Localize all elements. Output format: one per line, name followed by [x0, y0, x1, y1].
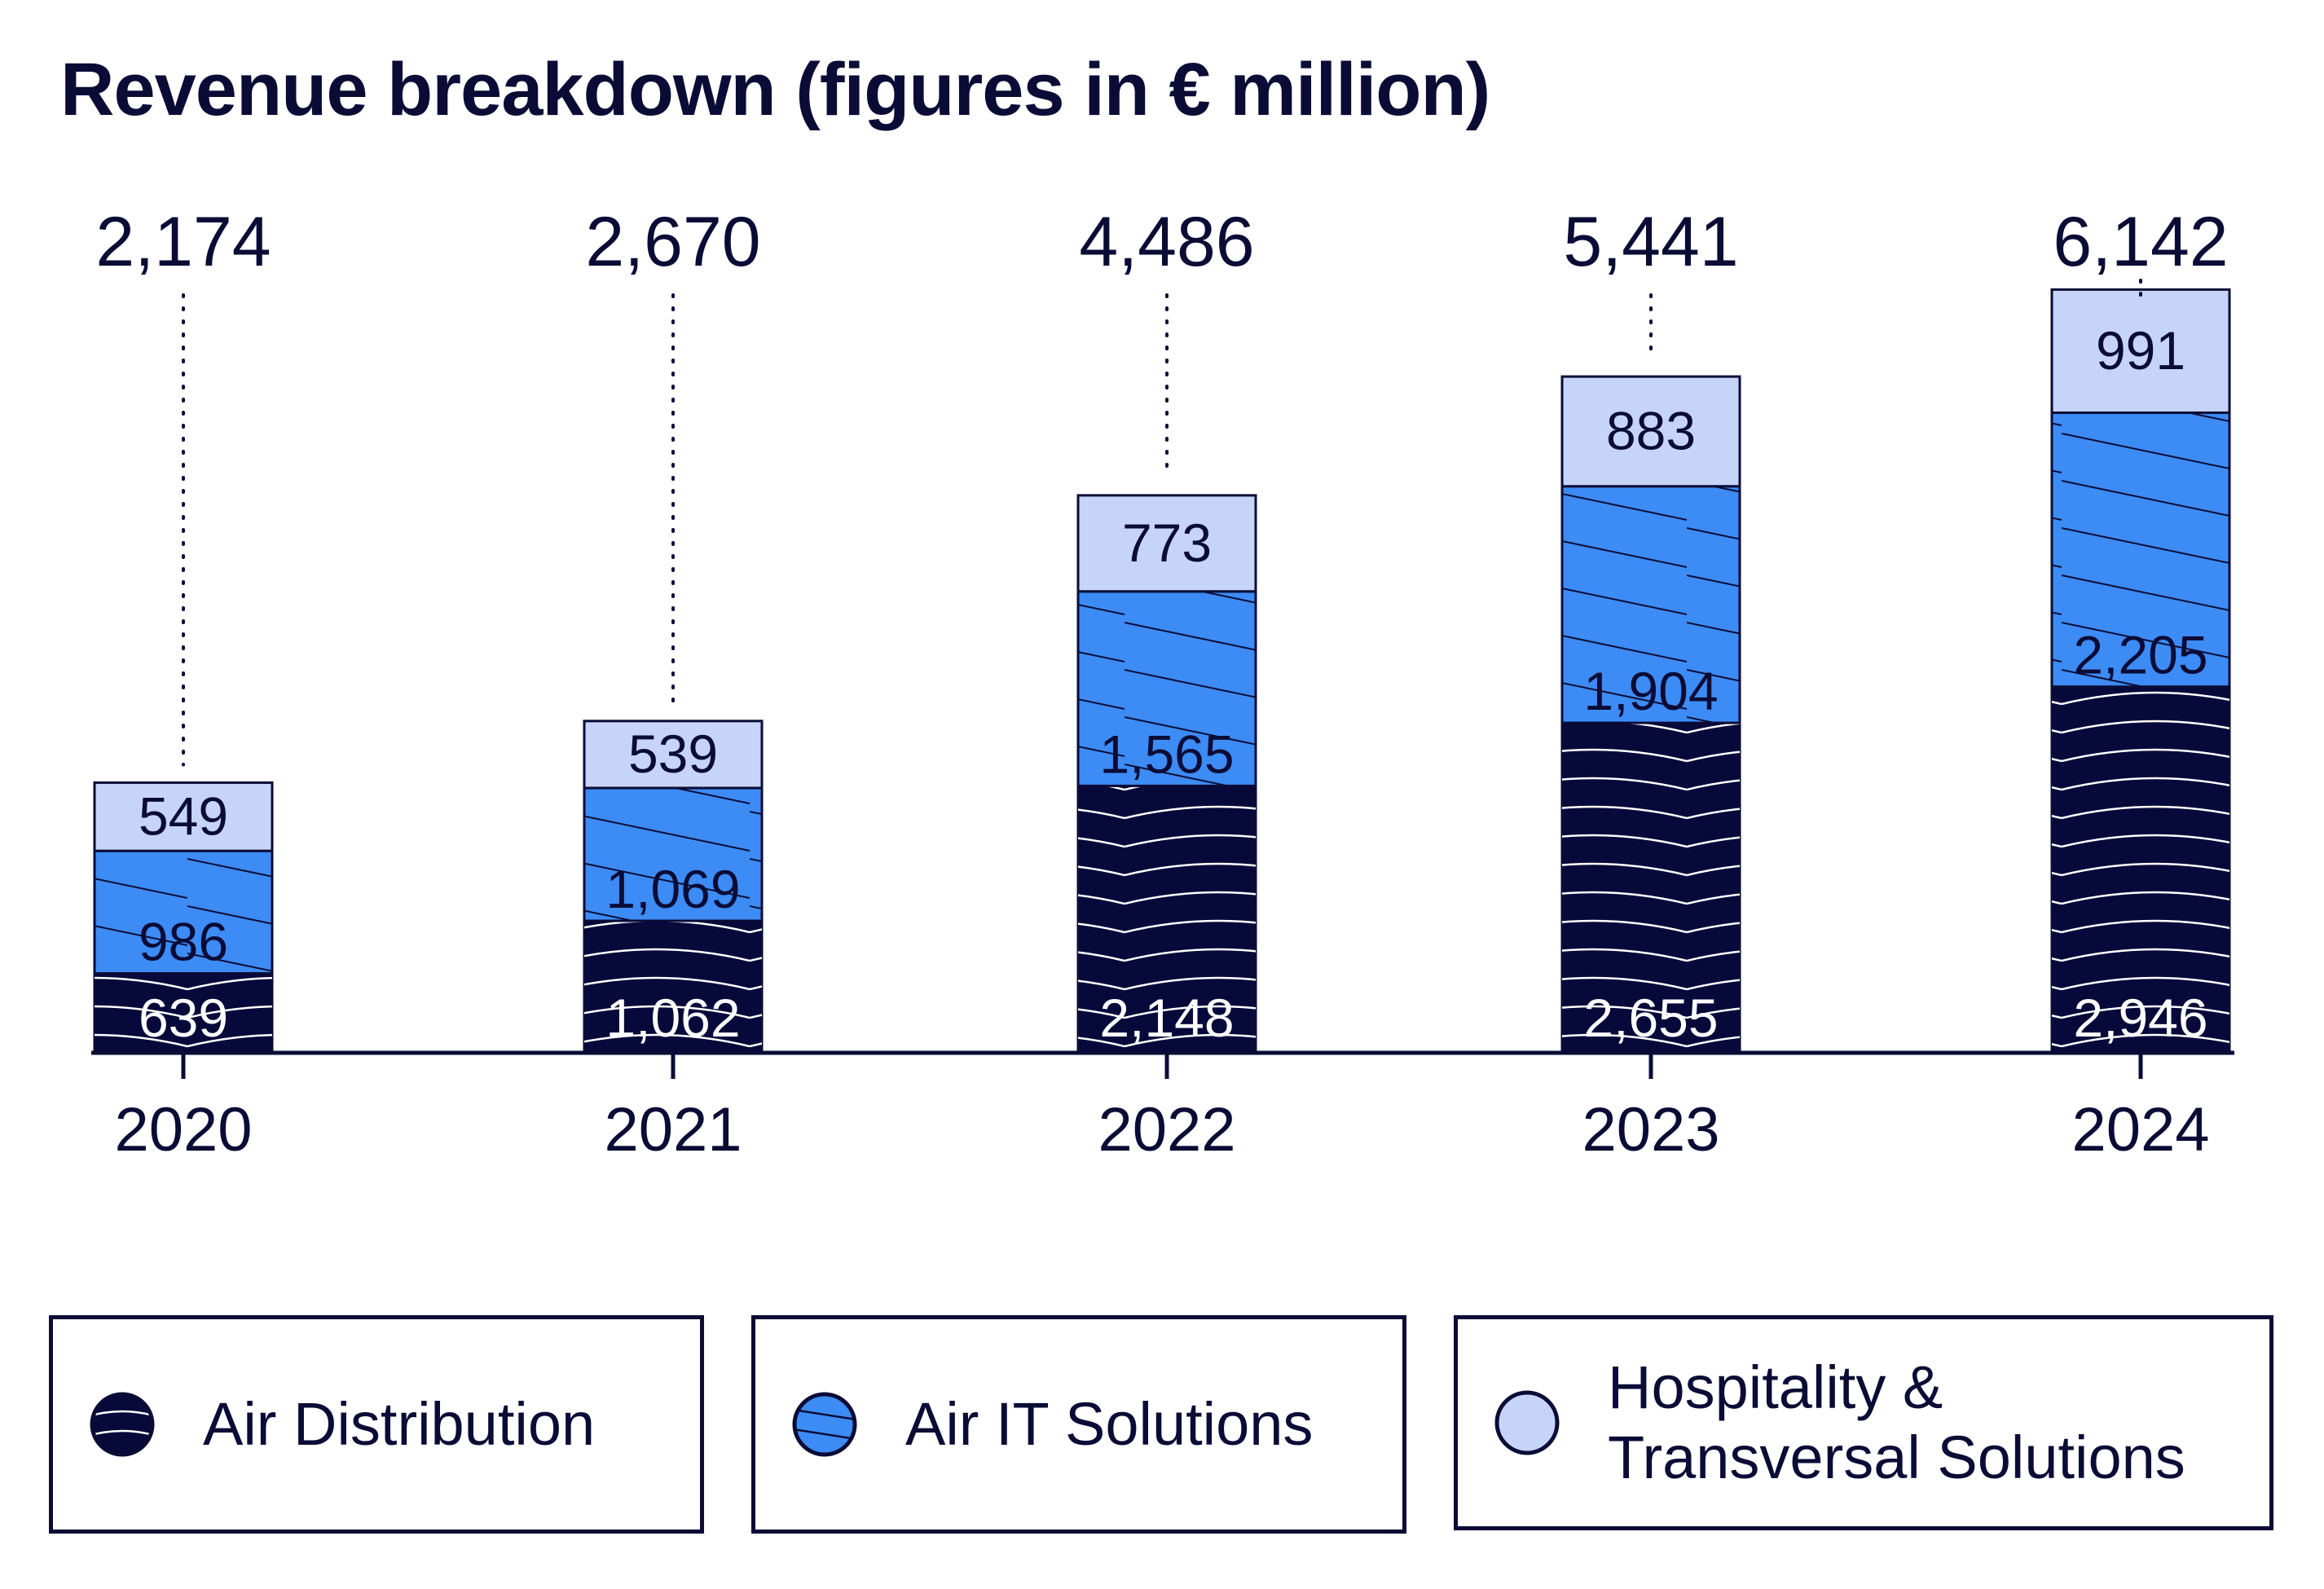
bar-segment-air-distribution-2022: 2,148 — [1076, 784, 1257, 1054]
value-label-hospitality-transversal-solutions-2024: 991 — [2096, 320, 2185, 381]
value-label-air-distribution-2022: 2,148 — [1099, 988, 1234, 1048]
bar-segment-air-distribution-2020: 639 — [93, 972, 274, 1054]
bar-segment-air-distribution-2024: 2,946 — [2050, 685, 2231, 1054]
value-label-air-it-solutions-2020: 986 — [139, 912, 228, 972]
stacked-bar-chart: 639 986 549 2,174 1,062 1,069 539 2,670 2,148 1,5… — [91, 203, 2234, 1164]
value-label-air-it-solutions-2022: 1,565 — [1099, 724, 1234, 784]
air-it-solutions-swatch-icon — [792, 1392, 857, 1457]
air-distribution-swatch-icon — [90, 1392, 155, 1457]
legend-label-hospitality: Hospitality & Transversal Solutions — [1608, 1354, 2185, 1491]
x-tick-label-2021: 2021 — [604, 1095, 742, 1164]
legend-item-air-it-solutions: Air IT Solutions — [751, 1315, 1406, 1534]
bar-segment-hospitality-transversal-solutions-2020: 549 — [93, 781, 274, 852]
x-tick-label-2022: 2022 — [1098, 1095, 1235, 1164]
value-label-air-it-solutions-2023: 1,904 — [1583, 661, 1718, 721]
total-label-2020: 2,174 — [95, 203, 271, 281]
bar-segment-air-it-solutions-2021: 1,069 — [583, 786, 764, 922]
total-label-2023: 5,441 — [1563, 203, 1738, 281]
bar-segment-air-distribution-2021: 1,062 — [583, 919, 764, 1054]
value-label-hospitality-transversal-solutions-2020: 549 — [139, 786, 228, 846]
value-label-hospitality-transversal-solutions-2021: 539 — [628, 724, 718, 784]
total-label-2021: 2,670 — [585, 203, 760, 281]
bar-segment-hospitality-transversal-solutions-2021: 539 — [583, 720, 764, 790]
x-tick-label-2023: 2023 — [1582, 1095, 1719, 1164]
value-label-air-it-solutions-2024: 2,205 — [2073, 625, 2207, 685]
x-tick-label-2024: 2024 — [2071, 1095, 2209, 1164]
bar-segment-hospitality-transversal-solutions-2024: 991 — [2050, 288, 2231, 414]
bar-segment-air-distribution-2023: 2,655 — [1560, 721, 1741, 1054]
bar-segment-hospitality-transversal-solutions-2022: 773 — [1076, 494, 1257, 593]
legend-label-air-distribution: Air Distribution — [203, 1390, 596, 1459]
chart-title: Revenue breakdown (figures in € million) — [60, 48, 1490, 131]
bar-segment-air-it-solutions-2020: 986 — [93, 849, 274, 975]
bar-segment-hospitality-transversal-solutions-2023: 883 — [1560, 375, 1741, 488]
x-tick-label-2020: 2020 — [114, 1095, 252, 1164]
legend-item-air-distribution: Air Distribution — [49, 1315, 704, 1534]
value-label-air-distribution-2020: 639 — [139, 988, 228, 1048]
bar-segment-air-it-solutions-2022: 1,565 — [1076, 590, 1257, 787]
value-label-air-it-solutions-2021: 1,069 — [605, 859, 740, 919]
value-label-air-distribution-2024: 2,946 — [2073, 988, 2207, 1048]
value-label-air-distribution-2021: 1,062 — [605, 988, 740, 1048]
value-label-hospitality-transversal-solutions-2023: 883 — [1606, 400, 1696, 460]
value-label-hospitality-transversal-solutions-2022: 773 — [1122, 513, 1212, 573]
legend-item-hospitality: Hospitality & Transversal Solutions — [1454, 1315, 2273, 1530]
legend-label-air-it-solutions: Air IT Solutions — [905, 1390, 1314, 1459]
bar-segment-air-it-solutions-2023: 1,904 — [1560, 485, 1741, 724]
value-label-air-distribution-2023: 2,655 — [1583, 988, 1718, 1048]
total-label-2022: 4,486 — [1079, 203, 1254, 281]
total-label-2024: 6,142 — [2053, 203, 2228, 281]
bar-segment-air-it-solutions-2024: 2,205 — [2050, 411, 2231, 689]
hospitality-swatch-icon — [1494, 1390, 1560, 1455]
